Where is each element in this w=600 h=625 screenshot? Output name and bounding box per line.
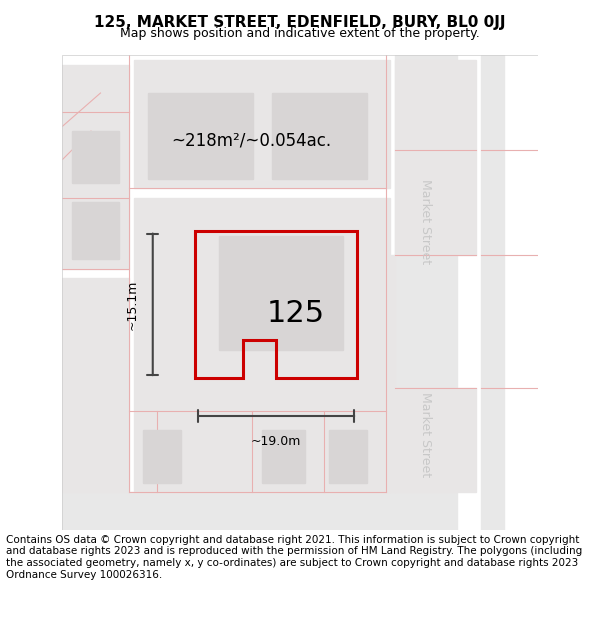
Bar xyxy=(262,430,305,482)
Bar xyxy=(134,198,390,492)
Text: 125, MARKET STREET, EDENFIELD, BURY, BL0 0JJ: 125, MARKET STREET, EDENFIELD, BURY, BL0… xyxy=(94,16,506,31)
Text: 125: 125 xyxy=(266,299,325,328)
Text: Market Street: Market Street xyxy=(419,392,433,478)
Bar xyxy=(329,430,367,482)
Bar xyxy=(62,64,129,269)
Bar xyxy=(148,93,253,179)
Text: ~19.0m: ~19.0m xyxy=(251,435,301,448)
Text: Market Street: Market Street xyxy=(419,179,433,264)
Bar xyxy=(390,254,395,492)
Text: Map shows position and indicative extent of the property.: Map shows position and indicative extent… xyxy=(120,27,480,39)
Bar xyxy=(72,202,119,259)
Bar xyxy=(72,131,119,183)
Bar xyxy=(62,492,395,530)
Bar xyxy=(143,430,181,482)
Bar xyxy=(395,55,457,530)
Bar xyxy=(62,278,129,492)
Text: ~15.1m: ~15.1m xyxy=(125,279,139,329)
Text: ~218m²/~0.054ac.: ~218m²/~0.054ac. xyxy=(172,131,332,149)
Bar xyxy=(219,236,343,349)
Bar xyxy=(395,388,476,492)
Bar xyxy=(271,93,367,179)
Bar xyxy=(395,60,476,254)
Text: Contains OS data © Crown copyright and database right 2021. This information is : Contains OS data © Crown copyright and d… xyxy=(6,535,582,579)
Bar xyxy=(134,60,390,188)
Bar xyxy=(481,55,504,530)
